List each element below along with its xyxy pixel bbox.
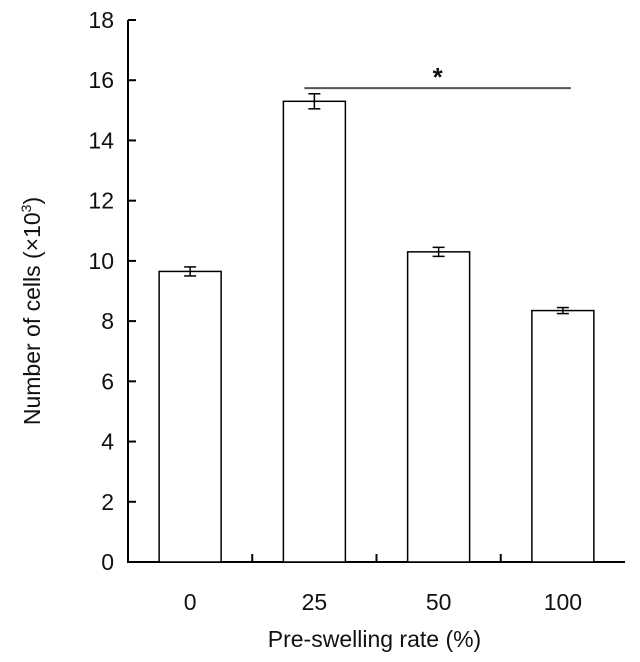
significance-annotations: * [304, 62, 571, 92]
y-axis-title-main: Number of cells (×10 [19, 212, 45, 425]
bar [406, 251, 471, 563]
bar [158, 270, 222, 563]
bar [531, 309, 595, 563]
y-tick-label: 18 [88, 7, 114, 33]
x-tick-label: 0 [184, 589, 197, 615]
y-ticks: 0 2 4 6 8 10 12 14 16 18 [88, 7, 136, 575]
significance-star: * [433, 62, 444, 92]
y-axis-title-superscript: 3 [18, 204, 34, 212]
y-axis-title: Number of cells (×103) [18, 197, 45, 425]
x-axis-title: Pre-swelling rate (%) [268, 626, 481, 652]
y-tick-label: 6 [101, 368, 114, 394]
y-tick-label: 12 [88, 188, 114, 214]
y-tick-label: 16 [88, 67, 114, 93]
y-tick-label: 14 [88, 127, 114, 153]
x-axis: 0 25 50 100 [127, 554, 625, 615]
x-tick-label: 25 [302, 589, 328, 615]
x-ticks: 0 25 50 100 [184, 554, 582, 615]
bars [158, 100, 595, 563]
y-tick-label: 8 [101, 308, 114, 334]
x-tick-label: 100 [544, 589, 582, 615]
y-axis-title-suffix: ) [19, 197, 45, 205]
bar [282, 100, 347, 563]
y-tick-label: 2 [101, 489, 114, 515]
y-tick-label: 0 [101, 549, 114, 575]
y-tick-label: 4 [101, 429, 114, 455]
y-tick-label: 10 [88, 248, 114, 274]
y-axis: 0 2 4 6 8 10 12 14 16 18 [88, 7, 136, 575]
error-bars [184, 93, 569, 315]
x-tick-label: 50 [426, 589, 452, 615]
